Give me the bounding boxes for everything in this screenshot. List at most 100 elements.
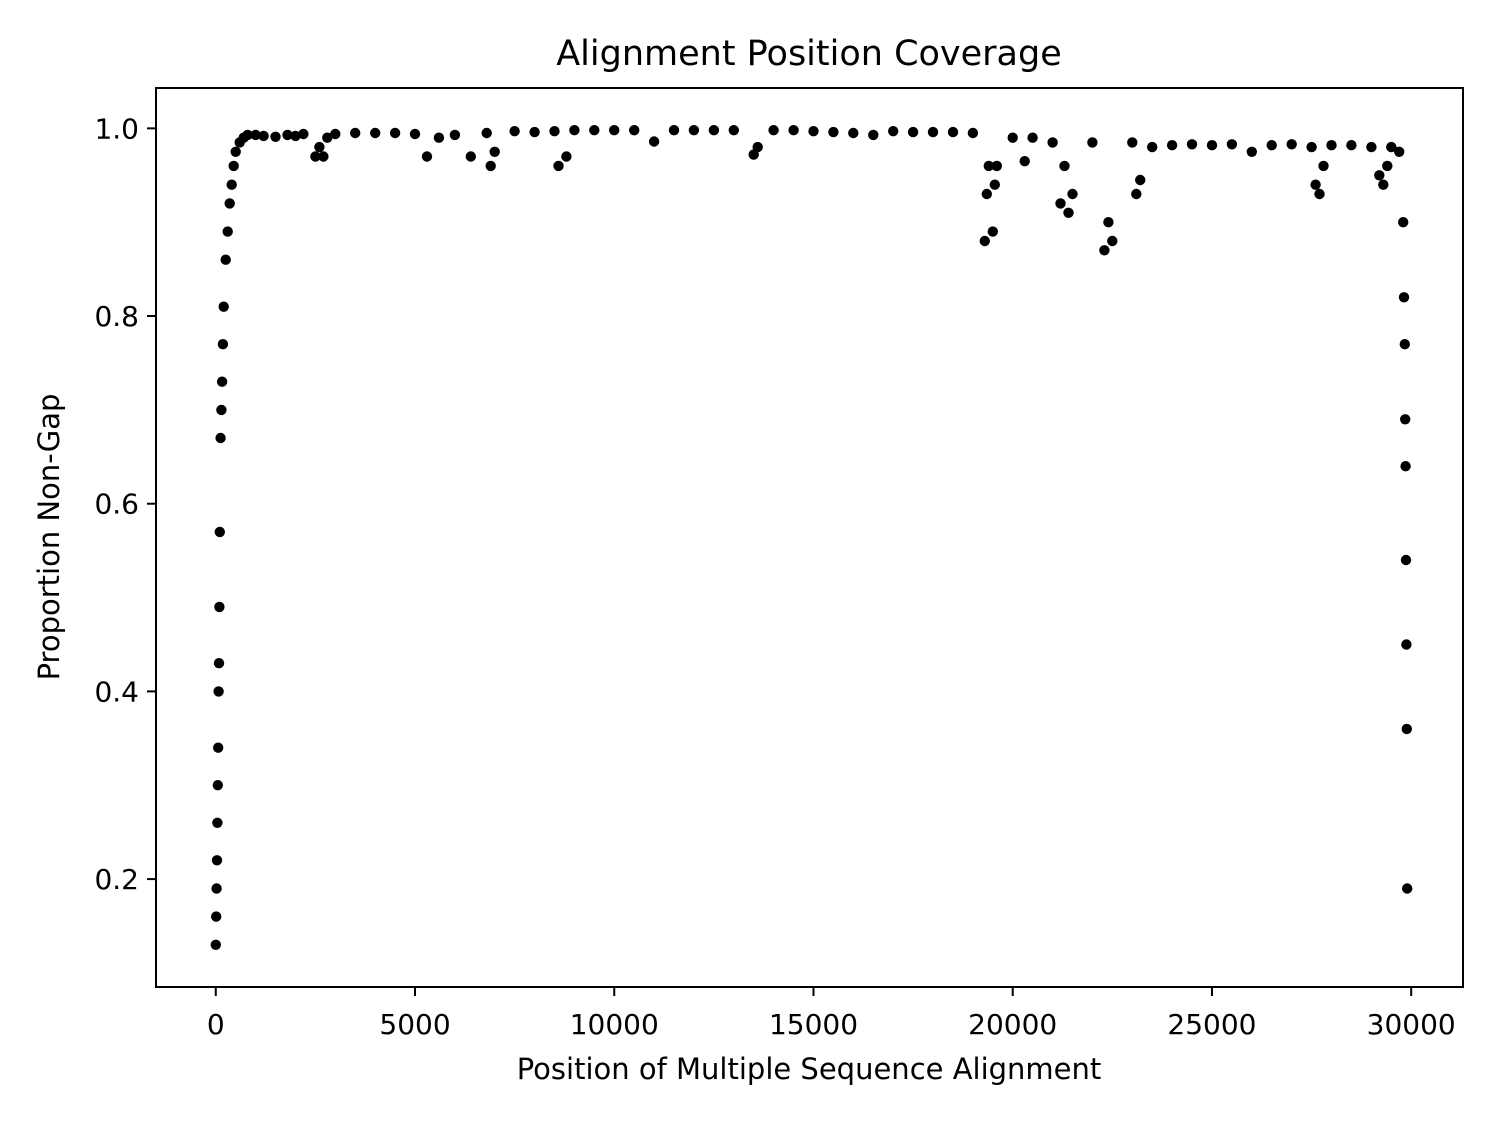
data-point — [549, 126, 560, 137]
data-point — [1378, 179, 1389, 190]
data-point — [967, 127, 979, 139]
data-point — [230, 146, 241, 157]
data-point — [1374, 170, 1385, 181]
data-point — [322, 132, 333, 143]
data-point — [222, 226, 233, 237]
data-point — [250, 129, 261, 141]
data-point — [216, 404, 227, 416]
data-points — [210, 125, 1413, 950]
data-point — [1147, 141, 1158, 153]
data-point — [211, 855, 223, 866]
data-point — [1099, 245, 1110, 256]
data-point — [1107, 235, 1118, 247]
data-point — [561, 151, 572, 162]
data-point — [409, 128, 421, 140]
data-point — [991, 160, 1002, 172]
data-point — [1206, 140, 1218, 151]
data-point — [1398, 217, 1409, 228]
data-point — [220, 254, 231, 265]
x-axis-ticks: 0 5000 10000 15000 20000 25000 30000 — [207, 987, 1456, 1041]
data-point — [1027, 132, 1038, 143]
data-point — [282, 129, 293, 141]
y-tick-label: 1.0 — [94, 112, 139, 145]
data-point — [270, 131, 281, 142]
data-point — [1326, 140, 1337, 151]
data-point — [213, 658, 225, 669]
data-point — [648, 136, 660, 147]
data-point — [228, 160, 239, 172]
x-tick-label: 15000 — [769, 1008, 858, 1041]
data-point — [1087, 137, 1098, 148]
data-point — [609, 125, 620, 136]
x-tick-label: 5000 — [379, 1008, 450, 1041]
data-point — [1047, 137, 1058, 148]
data-point — [1314, 188, 1325, 200]
data-point — [529, 126, 540, 138]
data-point — [1400, 554, 1412, 566]
data-point — [989, 179, 1000, 190]
data-point — [1400, 414, 1411, 425]
data-point — [1401, 723, 1413, 735]
data-point — [211, 883, 222, 894]
data-point — [589, 125, 600, 136]
data-point — [421, 151, 433, 162]
data-point — [449, 129, 461, 141]
data-point — [983, 160, 994, 172]
data-point — [509, 126, 520, 137]
data-point — [481, 127, 492, 139]
x-axis-label: Position of Multiple Sequence Alignment — [517, 1052, 1102, 1086]
data-point — [213, 686, 224, 697]
data-point — [1186, 139, 1198, 150]
data-point — [1366, 141, 1377, 153]
x-tick-label: 25000 — [1167, 1008, 1256, 1041]
data-point — [981, 188, 992, 200]
data-point — [1063, 207, 1074, 218]
data-point — [1103, 217, 1114, 228]
data-point — [668, 125, 680, 136]
data-point — [1386, 141, 1397, 153]
data-point — [298, 128, 309, 140]
data-point — [927, 126, 939, 138]
data-point — [907, 126, 919, 138]
data-point — [214, 601, 225, 613]
data-point — [569, 125, 580, 136]
data-point — [314, 141, 325, 153]
chart-title: Alignment Position Coverage — [556, 34, 1062, 74]
data-point — [242, 129, 253, 141]
data-point — [465, 151, 476, 162]
data-point — [290, 130, 301, 142]
data-point — [489, 146, 500, 157]
data-point — [1318, 160, 1329, 172]
x-tick-label: 30000 — [1367, 1008, 1456, 1041]
data-point — [947, 126, 959, 138]
data-point — [318, 151, 329, 162]
data-point — [433, 132, 445, 143]
plot-area-frame — [155, 87, 1464, 988]
x-tick-label: 0 — [207, 1008, 225, 1041]
data-point — [987, 226, 998, 237]
x-tick-label: 20000 — [968, 1008, 1057, 1041]
data-point — [215, 432, 226, 444]
data-point — [224, 198, 235, 209]
data-point — [218, 301, 229, 312]
data-point — [1055, 198, 1066, 209]
data-point — [1382, 160, 1393, 172]
data-point — [211, 911, 222, 922]
y-tick-label: 0.6 — [94, 488, 139, 521]
data-point — [1166, 140, 1178, 151]
data-point — [888, 126, 899, 137]
y-tick-label: 0.2 — [94, 863, 139, 896]
data-point — [848, 127, 859, 139]
data-point — [370, 127, 381, 139]
data-point — [1394, 146, 1405, 157]
data-point — [1007, 132, 1018, 143]
data-point — [979, 235, 990, 247]
data-point — [226, 179, 237, 190]
data-point — [1402, 883, 1413, 894]
data-point — [485, 160, 496, 172]
data-point — [213, 742, 224, 753]
data-point — [258, 130, 269, 142]
data-point — [768, 125, 779, 136]
